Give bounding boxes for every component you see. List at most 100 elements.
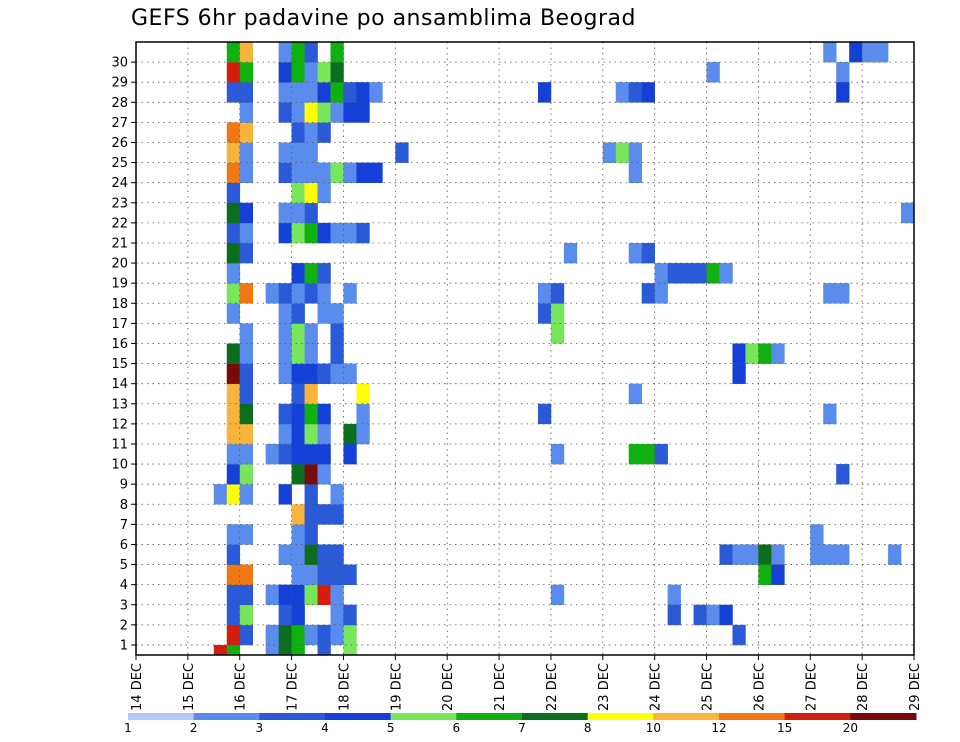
heatmap-cell	[641, 82, 655, 103]
heatmap-cell	[226, 363, 241, 384]
colorbar-label: 4	[321, 721, 329, 735]
heatmap-cell	[278, 102, 292, 123]
heatmap-cell	[278, 162, 292, 183]
heatmap-cell	[550, 443, 565, 465]
heatmap-cell	[304, 624, 318, 646]
heatmap-cell	[226, 464, 241, 485]
heatmap-cell	[330, 42, 344, 63]
heatmap-cell	[304, 62, 318, 83]
heatmap-cell	[265, 443, 279, 465]
heatmap-cell	[291, 323, 305, 344]
heatmap-cell	[330, 82, 344, 103]
heatmap-cell	[317, 584, 331, 606]
heatmap-cell	[356, 82, 370, 103]
y-tick-label: 3	[120, 598, 128, 613]
heatmap-cell	[226, 484, 241, 505]
heatmap-cell	[291, 202, 305, 224]
heatmap-cell	[823, 42, 837, 63]
heatmap-cell	[265, 624, 279, 646]
heatmap-cell	[330, 303, 344, 324]
heatmap-cell	[278, 423, 292, 445]
heatmap-cell	[291, 162, 305, 183]
heatmap-cell	[356, 383, 370, 405]
heatmap-cell	[395, 142, 409, 163]
heatmap-cell	[304, 82, 318, 103]
heatmap-cell	[278, 544, 292, 565]
axes: 1234567891011121314151617181920212223242…	[111, 56, 923, 711]
y-tick-label: 22	[111, 216, 128, 231]
heatmap-cell	[213, 484, 228, 505]
y-tick-label: 11	[111, 437, 128, 452]
heatmap-cell	[278, 584, 292, 606]
heatmap-cell	[226, 122, 241, 143]
heatmap-cell	[317, 423, 331, 445]
heatmap-cell	[719, 604, 733, 626]
heatmap-cell	[330, 363, 344, 384]
heatmap-cell	[278, 323, 292, 344]
heatmap-cell	[278, 443, 292, 465]
heatmap-cell	[875, 42, 889, 63]
heatmap-cell	[304, 182, 318, 204]
heatmap-cell	[901, 202, 915, 224]
heatmap-cell	[304, 524, 318, 545]
heatmap-cell	[732, 544, 746, 565]
heatmap-cell	[239, 62, 253, 83]
heatmap-cell	[317, 644, 331, 656]
heatmap-cell	[317, 544, 331, 565]
heatmap-cell	[226, 222, 241, 244]
heatmap-cell	[330, 604, 344, 626]
heatmap-cell	[654, 263, 668, 284]
heatmap-cell	[226, 343, 241, 364]
heatmap-cell	[330, 484, 344, 505]
heatmap-cell	[239, 564, 253, 585]
heatmap-cell	[317, 504, 331, 525]
heatmap-cell	[226, 624, 241, 646]
heatmap-cell	[291, 423, 305, 445]
heatmap-cell	[823, 544, 837, 565]
heatmap-cell	[291, 42, 305, 63]
heatmap-cell	[550, 283, 565, 304]
heatmap-cell	[291, 283, 305, 304]
heatmap-cell	[654, 443, 668, 465]
heatmap-cell	[304, 464, 318, 485]
heatmap-cell	[226, 544, 241, 565]
y-tick-label: 15	[111, 357, 128, 372]
heatmap-cell	[291, 403, 305, 425]
heatmap-cell	[356, 162, 370, 183]
y-tick-label: 19	[111, 277, 128, 292]
heatmap-cell	[343, 624, 357, 646]
heatmap-cell	[667, 584, 681, 606]
y-tick-label: 26	[111, 136, 128, 151]
heatmap-cell	[291, 624, 305, 646]
y-tick-label: 24	[111, 176, 128, 191]
heatmap-cell	[304, 443, 318, 465]
y-tick-label: 28	[111, 96, 128, 111]
heatmap-cell	[641, 443, 655, 465]
heatmap-cell	[317, 182, 331, 204]
heatmap-cell	[628, 162, 642, 183]
heatmap-cell	[667, 604, 681, 626]
heatmap-cell	[317, 102, 331, 123]
heatmap-cell	[226, 524, 241, 545]
y-tick-label: 10	[111, 458, 128, 473]
heatmap-cell	[732, 363, 746, 384]
heatmap-cell	[823, 403, 837, 425]
heatmap-cell	[343, 82, 357, 103]
heatmap-cell	[693, 604, 707, 626]
heatmap-cell	[317, 283, 331, 304]
heatmap-cell	[239, 423, 253, 445]
heatmap-cell	[291, 383, 305, 405]
heatmap-cell	[628, 142, 642, 163]
heatmap-cell	[304, 142, 318, 163]
heatmap-cell	[732, 624, 746, 646]
heatmap-cell	[304, 162, 318, 183]
heatmap-cell	[537, 82, 552, 103]
heatmap-cell	[278, 343, 292, 364]
heatmap-cell	[291, 464, 305, 485]
heatmap-cell	[330, 624, 344, 646]
x-tick-label: 24 DEC	[649, 663, 664, 711]
heatmap-cell	[317, 464, 331, 485]
x-tick-label: 27 DEC	[804, 663, 819, 711]
heatmap-cell	[330, 323, 344, 344]
heatmap-cell	[615, 142, 630, 163]
